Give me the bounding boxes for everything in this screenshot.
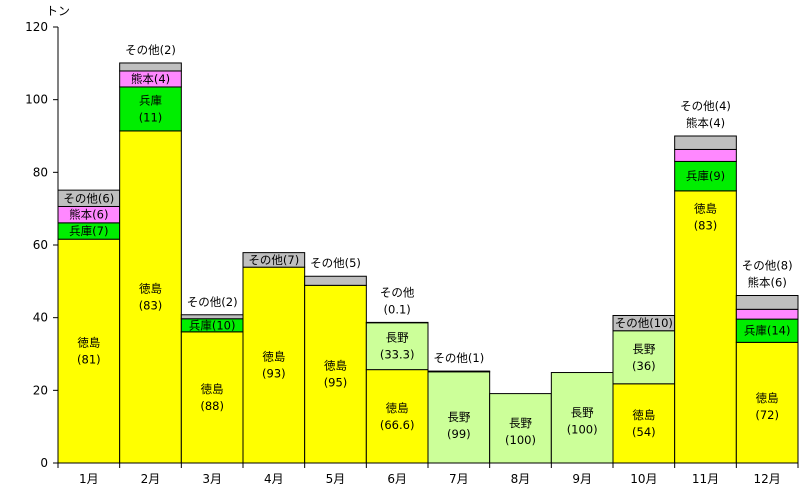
bar-label: その他(4) <box>680 99 731 113</box>
bar-label: その他(7) <box>248 253 299 267</box>
x-tick-label: 10月 <box>630 472 657 486</box>
bar-label: 徳島 <box>139 281 162 295</box>
bar-label: その他(2) <box>125 43 176 57</box>
bar-label: 徳島 <box>262 350 285 364</box>
bar-segment-kumamoto <box>735 308 799 320</box>
bar-label: 長野 <box>632 342 655 356</box>
bar-label: (95) <box>324 376 348 390</box>
bar-label: 徳島 <box>632 408 655 422</box>
bar-label: (33.3) <box>380 348 415 362</box>
bar-segment-tokushima <box>119 130 182 464</box>
bar-label: (100) <box>567 422 598 436</box>
bar-label: 兵庫(7) <box>69 224 108 238</box>
bar-segment-other <box>427 370 491 373</box>
bar-segment-nagano <box>365 322 429 371</box>
x-tick-label: 8月 <box>511 472 531 486</box>
x-axis: 1月 2月 3月 4月 5月 6月 7月 8月 9月 10月 11月 12月 <box>57 462 799 486</box>
bar-label: (72) <box>755 408 779 422</box>
bar-label: 兵庫(9) <box>686 169 725 183</box>
bar-segment-tokushima <box>57 238 121 464</box>
y-tick-label: 80 <box>33 165 48 179</box>
bar-label: (66.6) <box>380 418 415 432</box>
x-tick-label: 9月 <box>572 472 592 486</box>
bar-segment-hyogo <box>674 160 737 192</box>
bar-segment-tokushima <box>242 266 306 464</box>
segment-labels: 徳島 (81) 兵庫(7) 熊本(6) その他(6) 徳島 (83) 兵庫 (11) 熊本(4) そ… <box>63 43 792 447</box>
bar-segment-tokushima <box>735 341 799 464</box>
bar-label: (93) <box>262 367 286 381</box>
bar-label: 徳島 <box>386 401 409 415</box>
bar-label: 兵庫 <box>139 93 162 107</box>
bar-label: (99) <box>447 427 471 441</box>
bar-segment-nagano <box>550 372 614 464</box>
bar-segment-tokushima <box>674 190 737 464</box>
x-tick-label: 1月 <box>79 472 99 486</box>
bar-label: (11) <box>139 110 163 124</box>
bar-label: 長野 <box>386 331 409 345</box>
bar-label: 長野 <box>571 405 594 419</box>
bar-label: 熊本(6) <box>69 208 108 222</box>
bar-label: (83) <box>139 298 163 312</box>
y-tick-label: 0 <box>40 456 48 470</box>
bar-label: 徳島 <box>201 382 224 396</box>
x-tick-label: 7月 <box>449 472 469 486</box>
bar-label: (54) <box>632 425 656 439</box>
bar-label: (36) <box>632 359 656 373</box>
bar-label: (88) <box>200 399 224 413</box>
bar-segment-other <box>119 62 182 72</box>
y-tick-label: 60 <box>33 238 48 252</box>
bar-label: その他(5) <box>310 256 361 270</box>
bar-segment-hyogo <box>119 86 182 132</box>
bar-label: 長野 <box>509 416 532 430</box>
bar-label: 熊本(4) <box>686 116 725 130</box>
bar-label: 兵庫(14) <box>744 324 791 338</box>
bar-label: (83) <box>694 218 718 232</box>
bar-segment-tokushima <box>180 331 244 464</box>
bar-segment-other <box>304 275 367 286</box>
bar-label: 熊本(6) <box>748 276 787 290</box>
bar-label: その他 <box>380 285 415 299</box>
x-tick-label: 2月 <box>141 472 161 486</box>
x-tick-label: 11月 <box>692 472 719 486</box>
bar-label: 兵庫(10) <box>189 318 236 332</box>
y-unit-label: トン <box>46 4 70 18</box>
x-tick-label: 12月 <box>754 472 781 486</box>
bar-label: 長野 <box>447 410 470 424</box>
bar-label: その他(6) <box>63 191 114 205</box>
bar-label: その他(2) <box>187 295 238 309</box>
x-tick-label: 5月 <box>326 472 346 486</box>
bar-segment-kumamoto <box>674 148 737 162</box>
bar-segment-nagano <box>612 330 676 385</box>
y-tick-label: 120 <box>25 20 48 34</box>
bar-label: (100) <box>505 433 536 447</box>
bar-segment-other <box>674 135 737 150</box>
bar-label: (81) <box>77 353 101 367</box>
bar-segment-tokushima <box>365 369 429 464</box>
x-tick-label: 6月 <box>387 472 407 486</box>
bar-label: 徳島 <box>77 336 100 350</box>
bar-label: その他(10) <box>615 316 673 330</box>
x-tick-label: 3月 <box>202 472 222 486</box>
bar-segment-other <box>735 295 799 310</box>
bar-segment-tokushima <box>304 284 367 464</box>
bar-label: 徳島 <box>324 359 347 373</box>
y-axis: 0 20 40 60 80 100 120 <box>25 20 59 470</box>
bar-label: その他(1) <box>433 351 484 365</box>
bars <box>57 62 799 464</box>
y-tick-label: 20 <box>33 383 48 397</box>
bar-label: その他(8) <box>742 259 793 273</box>
bar-segment-other <box>242 252 306 268</box>
bar-label: 徳島 <box>694 201 717 215</box>
y-tick-label: 100 <box>25 93 48 107</box>
bar-segment-tokushima <box>612 383 676 464</box>
y-tick-label: 40 <box>33 311 48 325</box>
bar-label: 徳島 <box>756 391 779 405</box>
bar-label: (0.1) <box>384 302 411 316</box>
x-tick-label: 4月 <box>264 472 284 486</box>
bar-label: 熊本(4) <box>131 72 170 86</box>
